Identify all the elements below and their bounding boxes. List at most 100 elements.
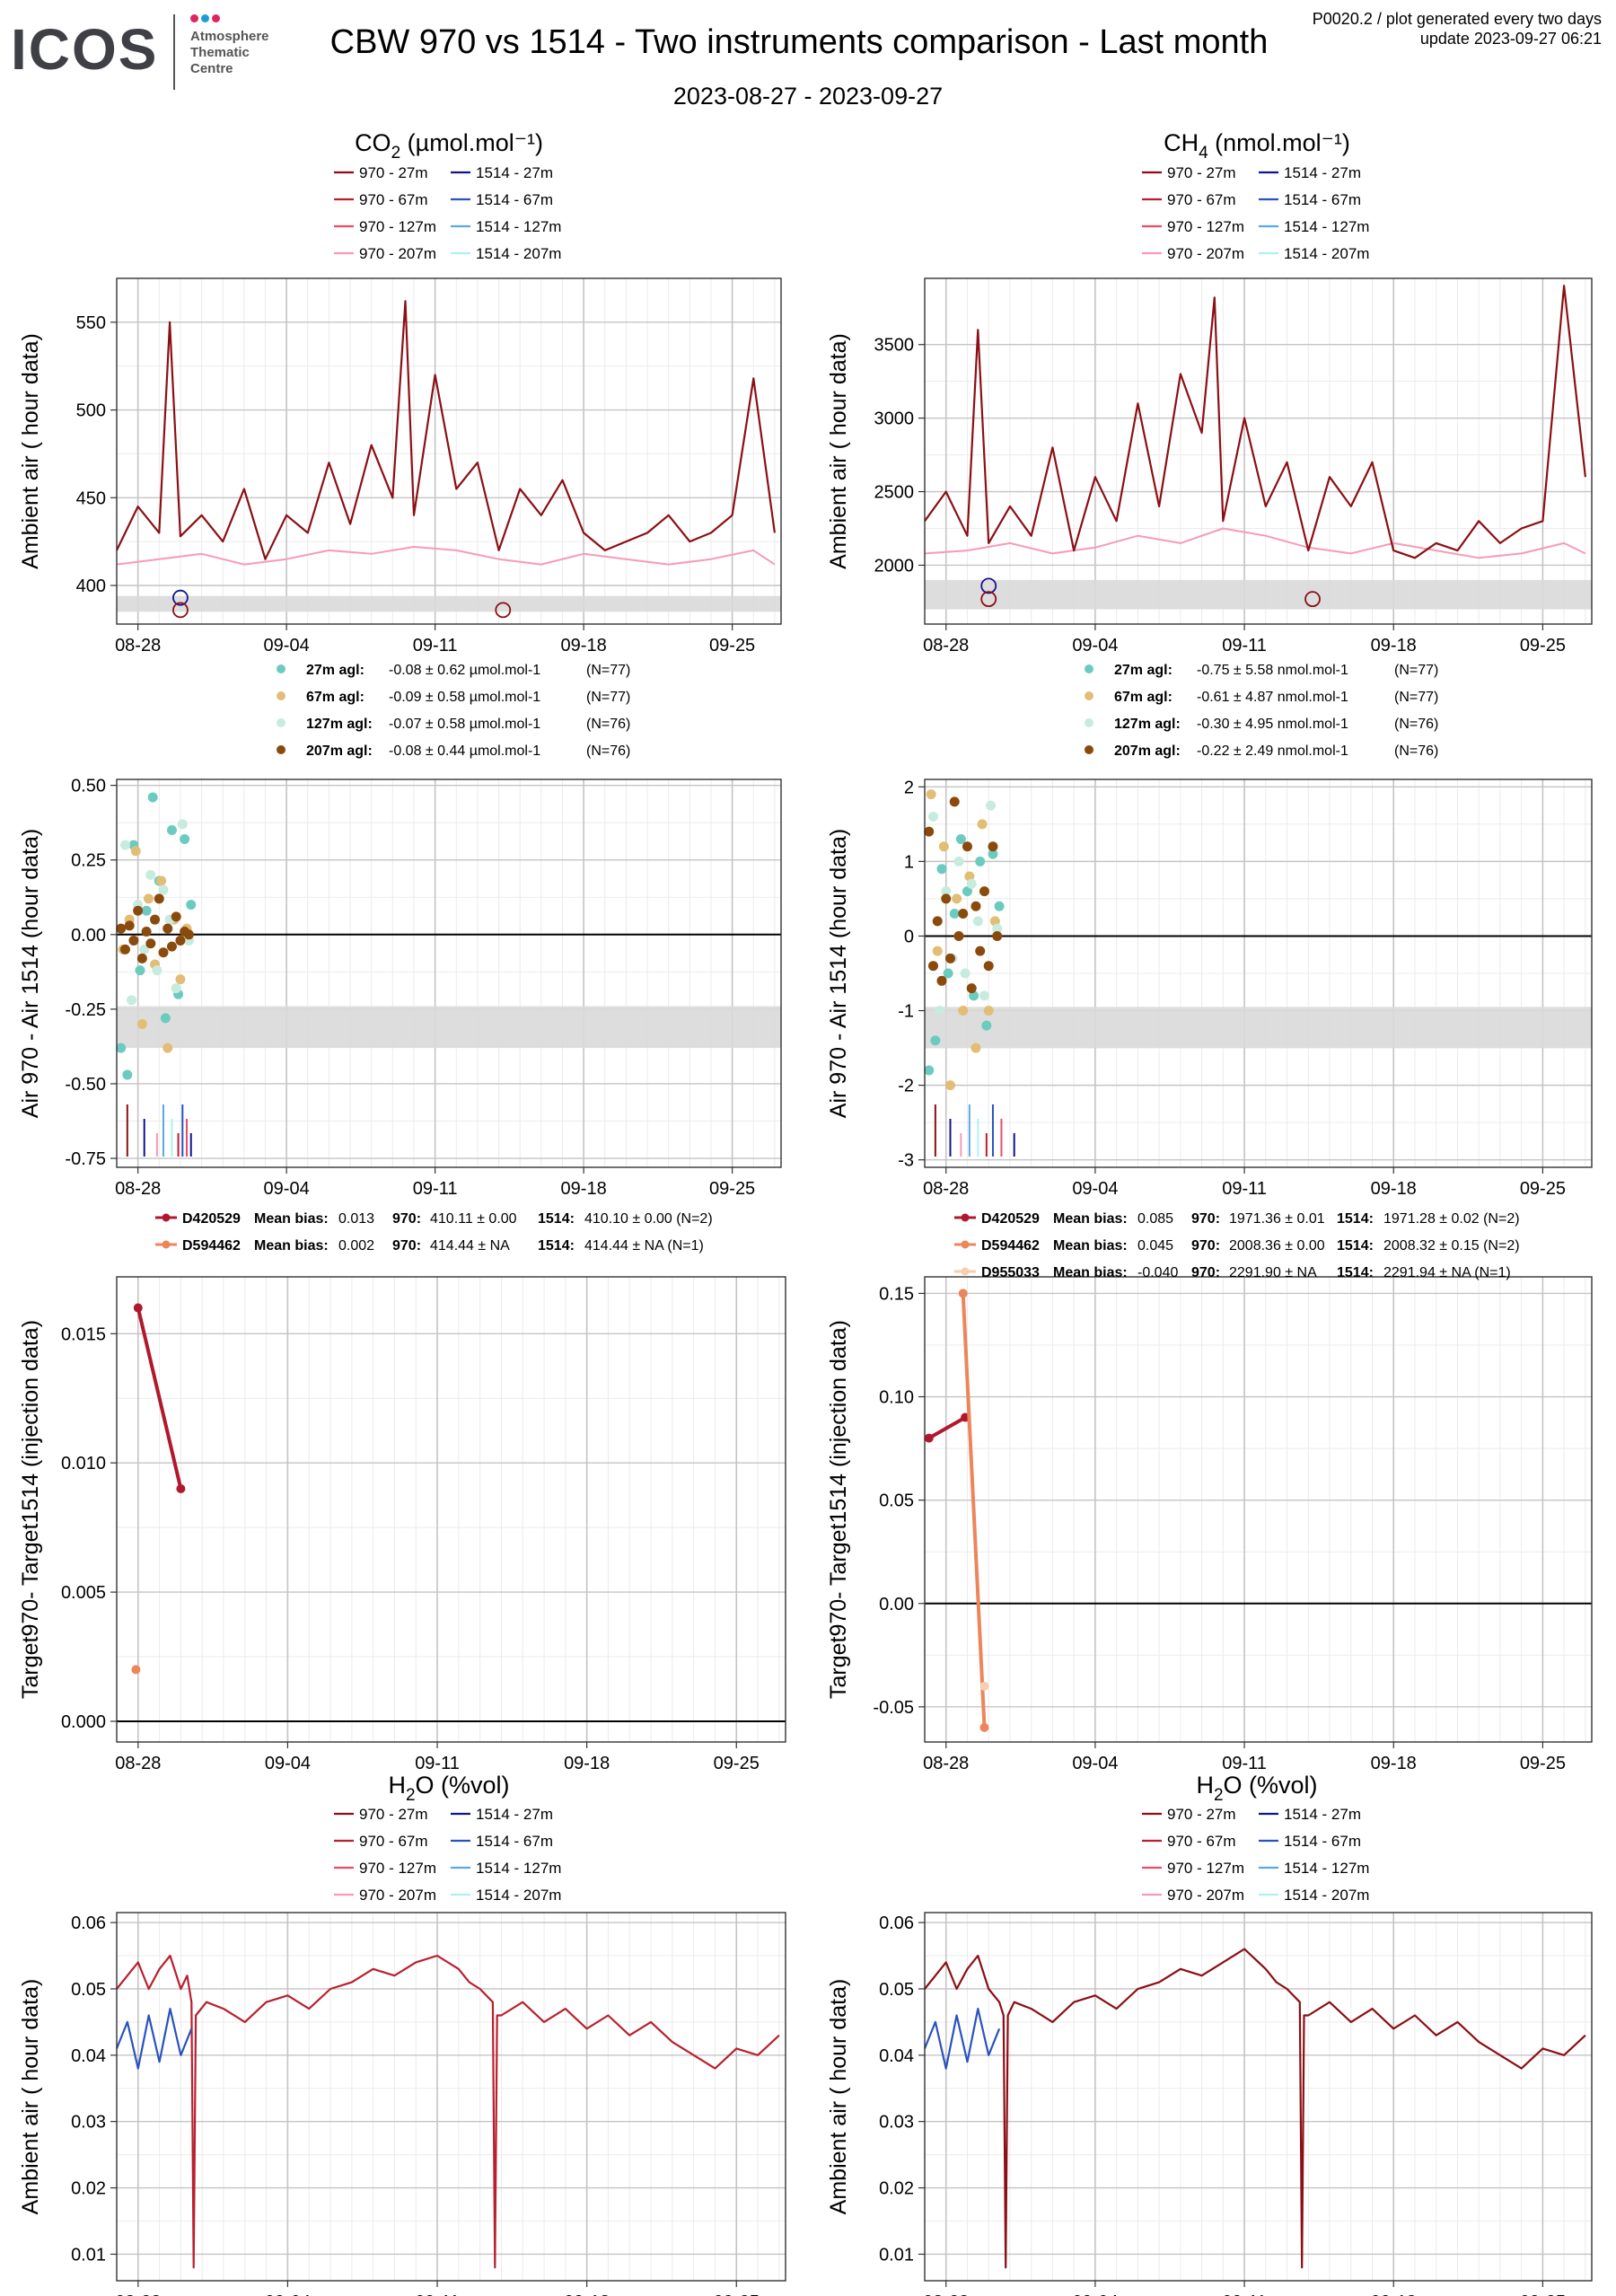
legend-970-label: 970: [1191, 1265, 1220, 1280]
legend-label: 970 - 207m [359, 1887, 436, 1904]
legend-height: 207m agl: [306, 743, 373, 759]
event-marker [1304, 591, 1321, 608]
legend-label: 1514 - 127m [476, 1860, 561, 1877]
y-tick-label: 0.04 [71, 2046, 106, 2066]
legend-970: 1971.36 ± 0.01 [1229, 1211, 1325, 1227]
x-tick-label: 09-04 [264, 636, 310, 655]
data-point [972, 916, 983, 927]
plot-area [117, 1913, 786, 2281]
legend-label: 1514 - 207m [476, 245, 561, 262]
data-point [136, 953, 147, 963]
legend-swatch-dot [961, 1267, 970, 1276]
y-axis-label: Ambient air ( hour data) [826, 1979, 851, 2215]
data-point [177, 819, 188, 830]
series-line [923, 2008, 1001, 2070]
legend-swatch [1085, 664, 1093, 673]
x-tick-label: 09-11 [413, 636, 458, 655]
x-tick-label: 09-11 [1222, 1179, 1267, 1199]
y-tick-label: 3000 [874, 409, 915, 429]
target-point [924, 1433, 934, 1443]
data-point [124, 920, 135, 931]
chart-title: CH4 (nmol.mol⁻¹) [1164, 129, 1350, 163]
legend-label: 1514 - 207m [476, 1887, 561, 1904]
x-tick-label: 09-04 [264, 1179, 310, 1199]
reference-band [925, 1007, 1592, 1049]
x-tick-label: 08-28 [923, 1754, 969, 1773]
chart-title: CO2 (µmol.mol⁻¹) [355, 129, 543, 163]
data-point [116, 923, 127, 934]
legend-970: 414.44 ± NA [430, 1238, 510, 1254]
legend-label: 970 - 27m [359, 1806, 428, 1823]
data-point [936, 864, 947, 875]
data-point [145, 938, 156, 949]
data-point [949, 909, 960, 919]
data-point [955, 833, 966, 844]
data-point [941, 893, 952, 904]
y-tick-label: 0.02 [71, 2179, 106, 2199]
x-tick-label: 09-18 [561, 636, 607, 655]
y-tick-label: 0.03 [879, 2113, 914, 2133]
data-point [171, 911, 181, 922]
data-point [166, 824, 177, 835]
legend-height: 67m agl: [306, 690, 364, 705]
event-marker [980, 577, 997, 594]
legend-label: 1514 - 27m [1284, 1806, 1361, 1823]
event-marker [980, 591, 997, 608]
data-point [162, 923, 173, 934]
y-tick-label: 0.25 [71, 851, 106, 871]
x-tick-label: 09-11 [415, 1754, 460, 1773]
y-tick-label: 0.01 [879, 2245, 914, 2265]
legend-swatch [277, 745, 285, 754]
x-tick-label: 08-28 [115, 2292, 161, 2296]
data-point [935, 1006, 945, 1016]
date-range: 2023-08-27 - 2023-09-27 [672, 83, 944, 110]
x-tick-label: 09-18 [561, 1179, 607, 1199]
y-tick-label: 0.00 [71, 926, 106, 946]
x-tick-label: 09-04 [1072, 2292, 1118, 2296]
data-point [979, 990, 989, 1001]
target-line [136, 1307, 183, 1490]
legend-1514: 2291.94 ± NA (N=1) [1383, 1265, 1511, 1280]
x-tick-label: 09-11 [1222, 1754, 1267, 1773]
data-point [975, 946, 986, 956]
y-tick-label: -2 [898, 1077, 914, 1096]
legend-bias-label: Mean bias: [254, 1211, 329, 1227]
plot-border [116, 1912, 786, 2282]
data-point [147, 792, 158, 803]
data-point [119, 840, 130, 850]
data-point [936, 975, 947, 986]
legend-count: (N=76) [1394, 717, 1438, 732]
y-axis-label: Ambient air ( hour data) [826, 333, 851, 569]
y-axis-label: Ambient air ( hour data) [18, 1979, 43, 2215]
y-axis-label: Target970- Target1514 (injection data) [18, 1320, 43, 1699]
logo-subtitle: Atmosphere Thematic Centre [190, 29, 269, 77]
y-tick-label: 0.015 [61, 1324, 106, 1344]
x-tick-label: 09-18 [1371, 1179, 1417, 1199]
target-point [979, 1681, 989, 1691]
plot-area [117, 779, 781, 1167]
target-point [958, 1289, 968, 1298]
data-point [143, 893, 154, 904]
logo-dot [201, 14, 209, 22]
plot-border [116, 779, 782, 1168]
y-tick-label: 1 [904, 852, 914, 872]
target-point [131, 1665, 141, 1675]
plot-border [924, 1276, 1593, 1743]
legend-stat: -0.09 ± 0.58 µmol.mol-1 [389, 690, 540, 705]
data-point [977, 819, 988, 830]
target-point [979, 1722, 989, 1732]
legend-count: (N=76) [586, 743, 630, 759]
x-tick-label: 09-25 [714, 2292, 760, 2296]
legend-height: 27m agl: [306, 663, 364, 678]
plot-border [924, 779, 1593, 1168]
y-tick-label: -0.05 [873, 1698, 914, 1718]
legend-stat: -0.22 ± 2.49 nmol.mol-1 [1197, 743, 1348, 759]
data-point [958, 909, 969, 919]
y-tick-label: -0.25 [65, 1000, 106, 1020]
legend-count: (N=76) [586, 717, 630, 732]
legend-height: 127m agl: [306, 717, 373, 732]
legend-tank: D955033 [981, 1265, 1040, 1280]
data-point [988, 841, 998, 852]
logo-divider [173, 14, 175, 90]
